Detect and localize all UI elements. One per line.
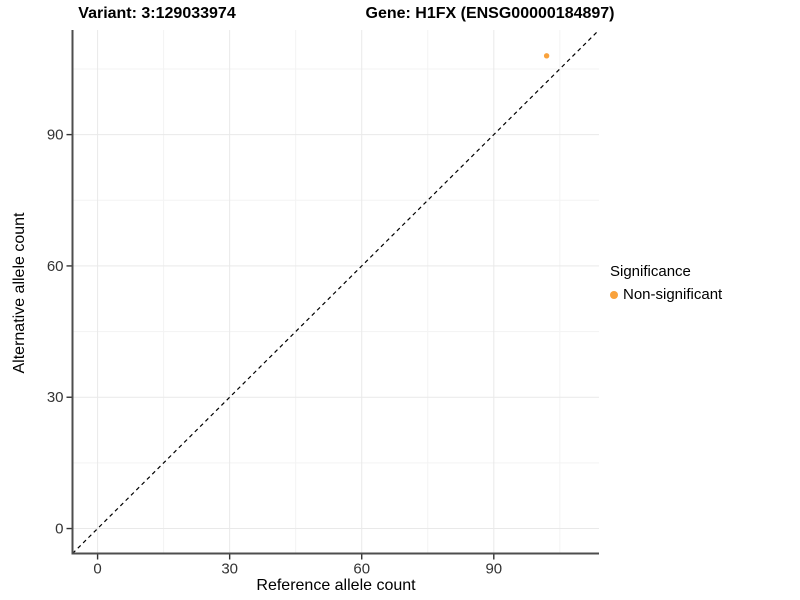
x-tick-label: 60 (353, 561, 370, 578)
legend-point-icon (610, 290, 618, 299)
legend-item: Non-significant (610, 286, 722, 303)
y-tick-label: 30 (47, 389, 64, 406)
legend-title: Significance (610, 263, 691, 280)
data-point (543, 53, 550, 59)
variant-title: Variant: 3:129033974 (78, 5, 236, 22)
legend: Significance Non-significant (610, 263, 722, 303)
x-tick-label: 90 (485, 561, 502, 578)
gene-title: Gene: H1FX (ENSG00000184897) (365, 5, 615, 22)
y-tick-label: 90 (47, 127, 64, 144)
x-tick-label: 30 (221, 561, 238, 578)
legend-item-label: Non-significant (623, 286, 723, 303)
y-tick-label: 60 (47, 258, 64, 275)
x-tick-label: 0 (93, 561, 101, 578)
y-tick-label: 0 (55, 521, 63, 538)
x-axis-title: Reference allele count (256, 577, 416, 594)
y-axis-title: Alternative allele count (11, 212, 28, 374)
identity-reference-line (72, 29, 600, 554)
